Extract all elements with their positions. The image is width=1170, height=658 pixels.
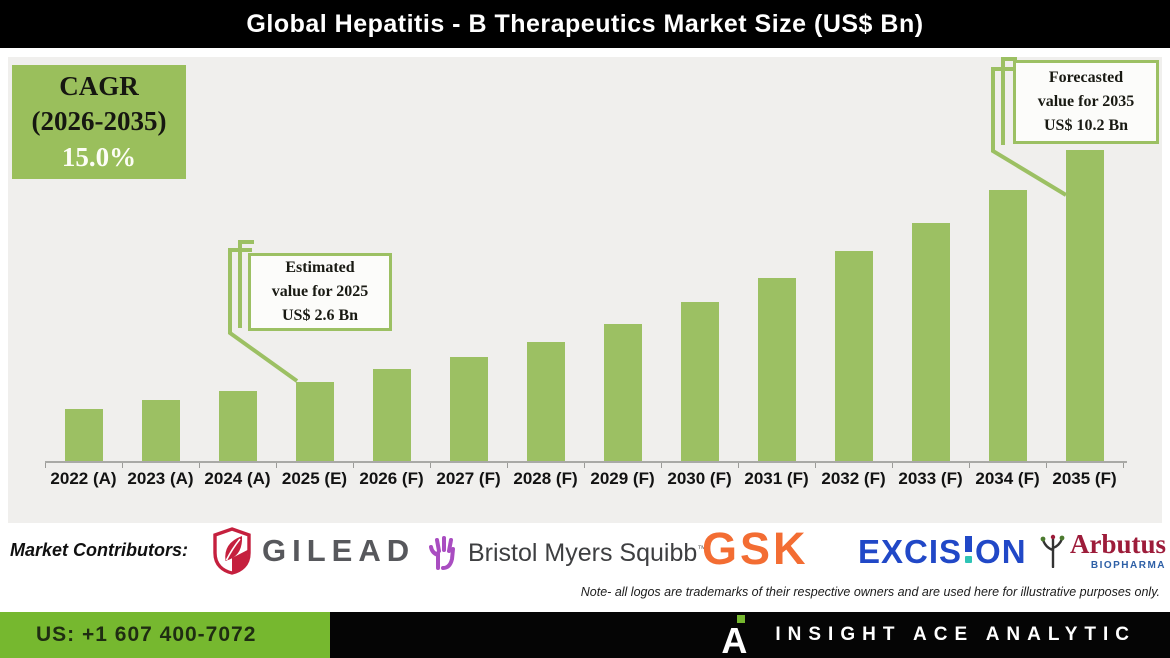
axis-label-2022: 2022 (A) — [50, 469, 117, 488]
bristol-myers-squibb-logo: Bristol Myers Squibb™ — [428, 535, 706, 571]
bar-2030 — [680, 302, 719, 461]
excision-logo: EXCIS ON — [858, 533, 1027, 571]
axis-label-2031: 2031 (F) — [744, 469, 809, 488]
axis-label-2027: 2027 (F) — [436, 469, 501, 488]
excision-left: EXCIS — [858, 533, 963, 570]
arbutus-tree-icon — [1040, 534, 1065, 568]
gsk-logo: GSK — [702, 523, 809, 575]
axis-tick — [892, 463, 893, 468]
gsk-wordmark: GSK — [702, 523, 809, 574]
excision-right: ON — [975, 533, 1027, 570]
bar-2025 — [295, 382, 334, 461]
bar-2023 — [141, 400, 180, 461]
chart-panel: CAGR (2026-2035) 15.0% 2022 (A) 2023 (A) 2… — [8, 57, 1162, 523]
forecasted-line2: value for 2035 — [1037, 93, 1135, 110]
bar-2028 — [526, 342, 565, 461]
estimated-line1: Estimated — [285, 259, 355, 276]
arbutus-wordmark: Arbutus BIOPHARMA — [1070, 529, 1167, 572]
bar-2032 — [834, 251, 873, 461]
axis-label-2024: 2024 (A) — [204, 469, 271, 488]
arbutus-name: Arbutus — [1070, 529, 1167, 559]
bms-trademark: ™ — [697, 543, 707, 554]
bar-2027 — [449, 357, 488, 461]
forecasted-value-callout: Forecasted value for 2035 US$ 10.2 Bn — [1013, 60, 1159, 144]
axis-label-2028: 2028 (F) — [513, 469, 578, 488]
bms-hand-icon — [429, 536, 455, 570]
axis-tick — [430, 463, 431, 468]
gilead-shield-icon — [213, 527, 251, 575]
axis-tick — [276, 463, 277, 468]
cagr-period: (2026-2035) — [31, 106, 167, 137]
bar-2026 — [372, 369, 411, 461]
trademark-note: Note- all logos are trademarks of their … — [580, 585, 1160, 599]
market-contributors-label: Market Contributors: — [10, 540, 189, 560]
axis-label-2033: 2033 (F) — [898, 469, 963, 488]
axis-label-2034: 2034 (F) — [975, 469, 1040, 488]
page-title: Global Hepatitis - B Therapeutics Market… — [246, 9, 924, 38]
bar-2024 — [218, 391, 257, 461]
bar-2035 — [1065, 150, 1104, 461]
footer-bar: US: +1 607 400-7072 A INSIGHT ACE ANALYT… — [0, 612, 1170, 658]
axis-label-2030: 2030 (F) — [667, 469, 732, 488]
axis-tick — [199, 463, 200, 468]
estimated-line2: value for 2025 — [271, 283, 369, 300]
axis-tick — [969, 463, 970, 468]
cagr-box: CAGR (2026-2035) 15.0% — [12, 65, 186, 179]
bar-2033 — [911, 223, 950, 461]
phone-number: US: +1 607 400-7072 — [36, 623, 257, 646]
cagr-label: CAGR — [59, 70, 139, 101]
bar-2034 — [988, 190, 1027, 461]
bms-wordmark: Bristol Myers Squibb™ — [468, 539, 706, 568]
cagr-value: 15.0% — [61, 141, 137, 172]
axis-tick — [353, 463, 354, 468]
axis-tick — [661, 463, 662, 468]
estimated-line3: US$ 2.6 Bn — [281, 307, 359, 324]
forecasted-line3: US$ 10.2 Bn — [1043, 117, 1129, 134]
bms-name: Bristol Myers Squibb — [468, 538, 698, 567]
axis-tick — [507, 463, 508, 468]
gilead-wordmark: GILEAD — [262, 533, 416, 568]
arbutus-logo: Arbutus BIOPHARMA — [1038, 531, 1166, 571]
brand-name: INSIGHT ACE ANALYTIC — [775, 624, 1136, 645]
axis-label-2032: 2032 (F) — [821, 469, 886, 488]
arbutus-biopharma-sub: BIOPHARMA — [1090, 560, 1167, 571]
axis-tick — [122, 463, 123, 468]
axis-tick — [1123, 463, 1124, 468]
estimated-value-callout: Estimated value for 2025 US$ 2.6 Bn — [248, 253, 392, 331]
axis-tick — [584, 463, 585, 468]
axis-label-2025: 2025 (E) — [281, 469, 348, 488]
bar-2022 — [64, 409, 103, 461]
phone-box: US: +1 607 400-7072 — [0, 612, 330, 658]
brand-box: A INSIGHT ACE ANALYTIC — [330, 612, 1170, 658]
bar-2031 — [757, 278, 796, 461]
bar-2029 — [603, 324, 642, 461]
excision-wordmark: EXCIS ON — [858, 533, 1027, 571]
axis-tick — [45, 463, 46, 468]
forecasted-line1: Forecasted — [1048, 69, 1124, 86]
axis-tick — [815, 463, 816, 468]
axis-label-2026: 2026 (F) — [359, 469, 424, 488]
axis-label-2023: 2023 (A) — [127, 469, 194, 488]
axis-tick — [1046, 463, 1047, 468]
axis-label-2035: 2035 (F) — [1052, 469, 1117, 488]
excision-i-icon — [965, 536, 973, 563]
x-axis-line — [45, 461, 1127, 463]
title-bar: Global Hepatitis - B Therapeutics Market… — [0, 0, 1170, 48]
axis-tick — [738, 463, 739, 468]
insight-ace-logo-icon: A — [721, 615, 751, 658]
gilead-logo: GILEAD — [212, 527, 415, 575]
axis-label-2029: 2029 (F) — [590, 469, 655, 488]
contributors-strip: Market Contributors: GILEAD — [0, 523, 1170, 612]
